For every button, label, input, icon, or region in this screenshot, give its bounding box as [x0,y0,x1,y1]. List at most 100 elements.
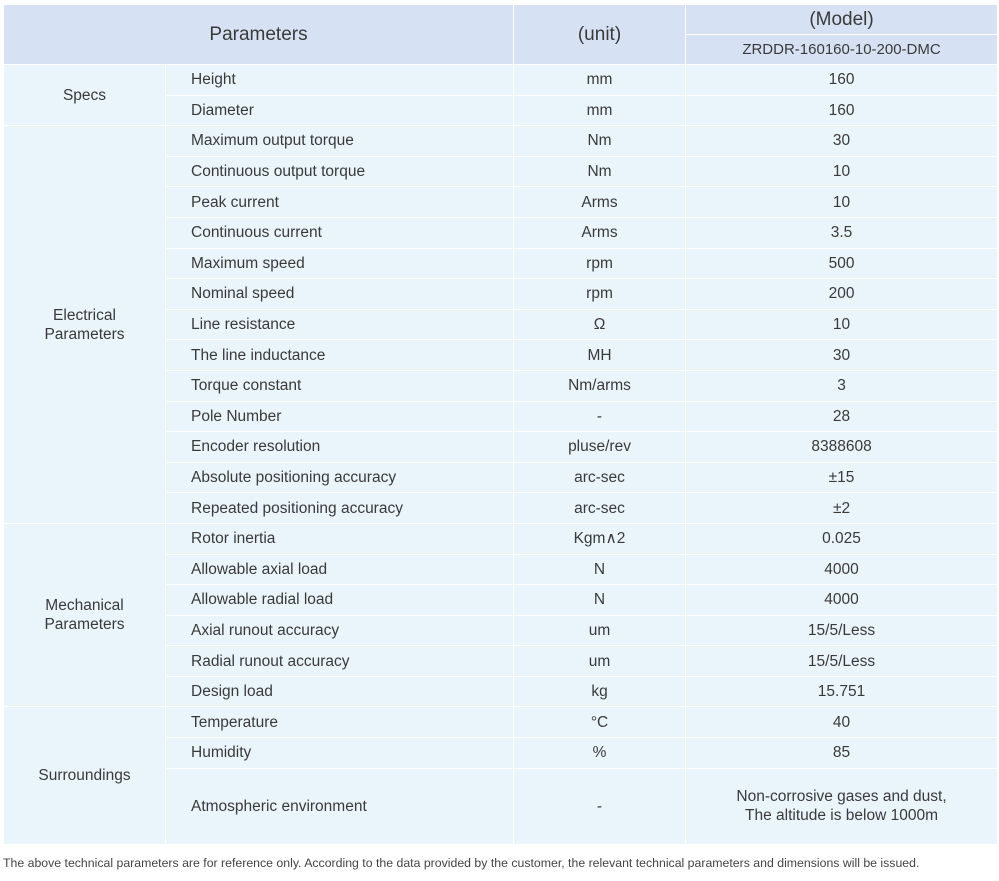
value-cell: Non-corrosive gases and dust, The altitu… [685,767,999,845]
value-cell: 15/5/Less [685,645,999,677]
value-cell: 85 [685,737,999,769]
param-cell: Torque constant [164,369,515,402]
unit-cell: arc-sec [513,461,687,494]
table-row: Surroundings Temperature °C 40 [3,706,999,845]
value-cell: 3 [685,369,999,402]
header-cell: (unit) [513,4,687,65]
table-row: Radial runout accuracy um 15/5/Less [4,645,999,677]
value-cell: 4000 [685,584,999,616]
param-cell: Encoder resolution [164,431,515,463]
table-row: Atmospheric environment - Non-corrosive ga… [4,767,999,845]
unit-cell: Nm [513,125,687,157]
table-row: Continuous current Arms 3.5 [4,216,999,249]
unit-cell: Kgm∧2 [513,522,687,555]
table-row: Mechanical Parameters Rotor inertia Kgm∧2 0… [3,522,999,708]
param-cell: Temperature [164,706,515,739]
value-cell: 8388608 [685,431,999,463]
value-cell: 3.5 [685,216,999,249]
param-cell: Line resistance [164,308,515,341]
unit-cell: rpm [513,278,687,310]
param-cell: Humidity [164,737,515,769]
unit-cell: um [513,614,687,647]
spec-table: Parameters (unit) (Model) ZRDDR-160160-1… [2,4,999,845]
table-row: Absolute positioning accuracy arc-sec ±15 [4,461,999,494]
unit-cell: Nm/arms [513,369,687,402]
param-cell: Continuous output torque [164,155,515,188]
footnote: The above technical parameters are for r… [3,856,920,870]
value-cell: 200 [685,278,999,310]
table-row: Electrical Parameters Maximum output torq… [3,125,999,524]
param-cell: Design load [164,675,515,708]
unit-cell: N [513,553,687,586]
unit-cell: N [513,584,687,616]
value-cell: 10 [685,308,999,341]
unit-cell: - [513,400,687,433]
table-row: Specs Height mm 160 [3,63,999,127]
value-cell: 28 [685,400,999,433]
unit-cell: % [513,737,687,769]
unit-cell: um [513,645,687,677]
unit-cell: MH [513,339,687,371]
param-cell: Rotor inertia [164,522,515,555]
table-body: Specs Height mm 160 Diameter mm 160 Electrical … [3,63,999,845]
value-cell: 4000 [685,553,999,586]
table-row: Maximum speed rpm 500 [4,247,999,280]
table-row: Encoder resolution pluse/rev 8388608 [4,431,999,463]
group-cell: Specs [3,63,166,127]
param-cell: The line inductance [164,339,515,371]
group-cell: Mechanical Parameters [3,522,166,708]
group-cell: Electrical Parameters [3,125,166,524]
value-cell: 160 [685,64,999,96]
table-row: Humidity% 85 [4,737,999,769]
value-cell: 15.751 [685,675,999,708]
unit-cell: Arms [513,216,687,249]
unit-cell: rpm [513,247,687,280]
unit-cell: arc-sec [513,492,687,524]
table-row: Repeated positioning accuracy arc-sec ±2 [4,492,999,524]
table-row: Continuous output torque Nm 10 [4,155,999,188]
table-row: Line resistance Ω 10 [4,308,999,341]
value-cell: 0.025 [685,522,999,555]
unit-cell: Arms [513,186,687,218]
value-cell: 40 [685,706,999,739]
table-row: Nominal speed rpm 200 [4,278,999,310]
param-cell: Radial runout accuracy [164,645,515,677]
param-cell: Maximum speed [164,247,515,280]
unit-cell: Nm [513,155,687,188]
value-cell: 160 [685,94,999,127]
unit-cell: Ω [513,308,687,341]
value-cell: 10 [685,155,999,188]
table-row: Allowable radial load N 4000 [4,584,999,616]
unit-cell: pluse/rev [513,431,687,463]
param-cell: Atmospheric environment [164,767,515,845]
table-row: Axial runout accuracy um 15/5/Less [4,614,999,647]
param-cell: Diameter [164,94,515,127]
value-cell: 30 [685,339,999,371]
param-cell: Maximum output torque [164,125,515,157]
param-cell: Repeated positioning accuracy [164,492,515,524]
param-cell: Axial runout accuracy [164,614,515,647]
param-cell: Peak current [164,186,515,218]
unit-cell: °C [513,706,687,739]
table-row: Allowable axial load N 4000 [4,553,999,586]
unit-cell: kg [513,675,687,708]
header-cell: ZRDDR-160160-10-200-DMC [685,34,999,65]
value-cell: 10 [685,186,999,218]
table-row: Pole Number -28 [4,400,999,433]
param-cell: Pole Number [164,400,515,433]
header-cell: (Model) [685,4,999,35]
value-cell: ±2 [685,492,999,524]
param-cell: Allowable radial load [164,584,515,616]
table-row: Diameter mm 160 [4,94,999,127]
group-cell: Surroundings [3,706,166,845]
value-cell: ±15 [685,461,999,494]
value-cell: 500 [685,247,999,280]
table-row: Peak current Arms 10 [4,186,999,218]
unit-cell: mm [513,94,687,127]
param-cell: Nominal speed [164,278,515,310]
value-cell: 15/5/Less [685,614,999,647]
unit-cell: mm [513,64,687,96]
value-cell: 30 [685,125,999,157]
param-cell: Height [164,64,515,96]
